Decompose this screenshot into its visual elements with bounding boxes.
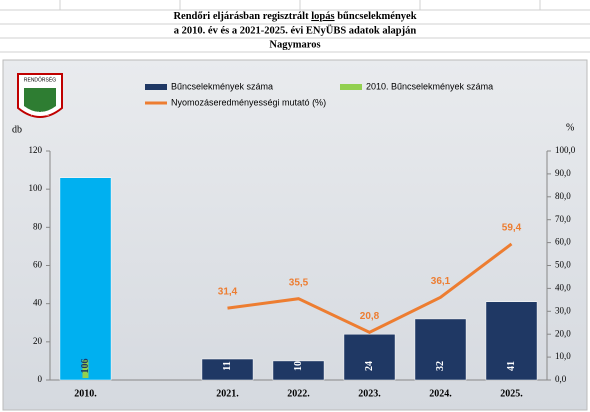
y-tick-label: 100 — [29, 183, 43, 193]
y2-tick-label: 10,0 — [555, 351, 571, 361]
bar — [344, 334, 395, 380]
legend-label: Bűncselekmények száma — [171, 81, 273, 91]
bar-value-label: 41 — [506, 361, 517, 371]
title-part: bűncselekmények — [335, 11, 417, 22]
y2-tick-label: 80,0 — [555, 191, 571, 201]
bar — [60, 178, 111, 380]
y2-tick-label: 20,0 — [555, 328, 571, 338]
y-tick-label: 120 — [29, 145, 43, 155]
x-tick-label: 2022. — [287, 388, 310, 399]
chart: Rendőri eljárásban regisztrált lopás bűn… — [0, 0, 590, 412]
y2-axis-label: % — [566, 122, 574, 133]
legend-label: 2010. Bűncselekmények száma — [366, 81, 493, 91]
y2-tick-label: 90,0 — [555, 168, 571, 178]
logo-top: RENDŐRSÉG — [24, 76, 56, 83]
place: Nagymaros — [269, 39, 320, 50]
y2-tick-label: 70,0 — [555, 214, 571, 224]
logo-inner — [24, 88, 56, 112]
title-underlined: lopás — [311, 11, 334, 22]
x-tick-label: 2025. — [500, 388, 523, 399]
bar-value-label: 32 — [435, 361, 446, 371]
legend-swatch — [340, 84, 362, 90]
x-tick-label: 2024. — [429, 388, 452, 399]
line-value-label: 59,4 — [502, 223, 522, 234]
x-tick-label: 2021. — [216, 388, 239, 399]
y2-tick-label: 0,0 — [555, 374, 567, 384]
y-tick-label: 20 — [33, 336, 43, 346]
subtitle: a 2010. év és a 2021-2025. évi ENyÜBS ad… — [174, 23, 417, 36]
y-tick-label: 60 — [33, 260, 43, 270]
y-axis-label: db — [12, 124, 22, 135]
y-tick-label: 0 — [38, 374, 43, 384]
bar-value-label: 10 — [293, 361, 304, 371]
y2-tick-label: 100,0 — [555, 145, 576, 155]
bar-value-label: 106 — [80, 359, 91, 374]
legend-swatch — [145, 84, 167, 90]
page: Rendőri eljárásban regisztrált lopás bűn… — [0, 0, 590, 412]
y-tick-label: 40 — [33, 298, 43, 308]
x-tick-label: 2010. — [74, 388, 97, 399]
title: Rendőri eljárásban regisztrált lopás bűn… — [173, 11, 416, 22]
bar-value-label: 24 — [364, 361, 375, 371]
x-tick-label: 2023. — [358, 388, 381, 399]
y2-tick-label: 40,0 — [555, 282, 571, 292]
line-value-label: 36,1 — [431, 276, 451, 287]
y2-tick-label: 50,0 — [555, 260, 571, 270]
y2-tick-label: 60,0 — [555, 237, 571, 247]
line-value-label: 35,5 — [289, 277, 309, 288]
line-value-label: 31,4 — [218, 287, 238, 298]
legend-label: Nyomozáseredményességi mutató (%) — [171, 97, 326, 107]
y2-tick-label: 30,0 — [555, 305, 571, 315]
logo: RENDŐRSÉG POLICE — [18, 74, 62, 117]
logo-bottom: POLICE — [31, 111, 50, 117]
title-part: Rendőri eljárásban regisztrált — [173, 11, 311, 22]
line-value-label: 20,8 — [360, 311, 380, 322]
y-tick-label: 80 — [33, 221, 43, 231]
bar-value-label: 11 — [222, 361, 233, 370]
